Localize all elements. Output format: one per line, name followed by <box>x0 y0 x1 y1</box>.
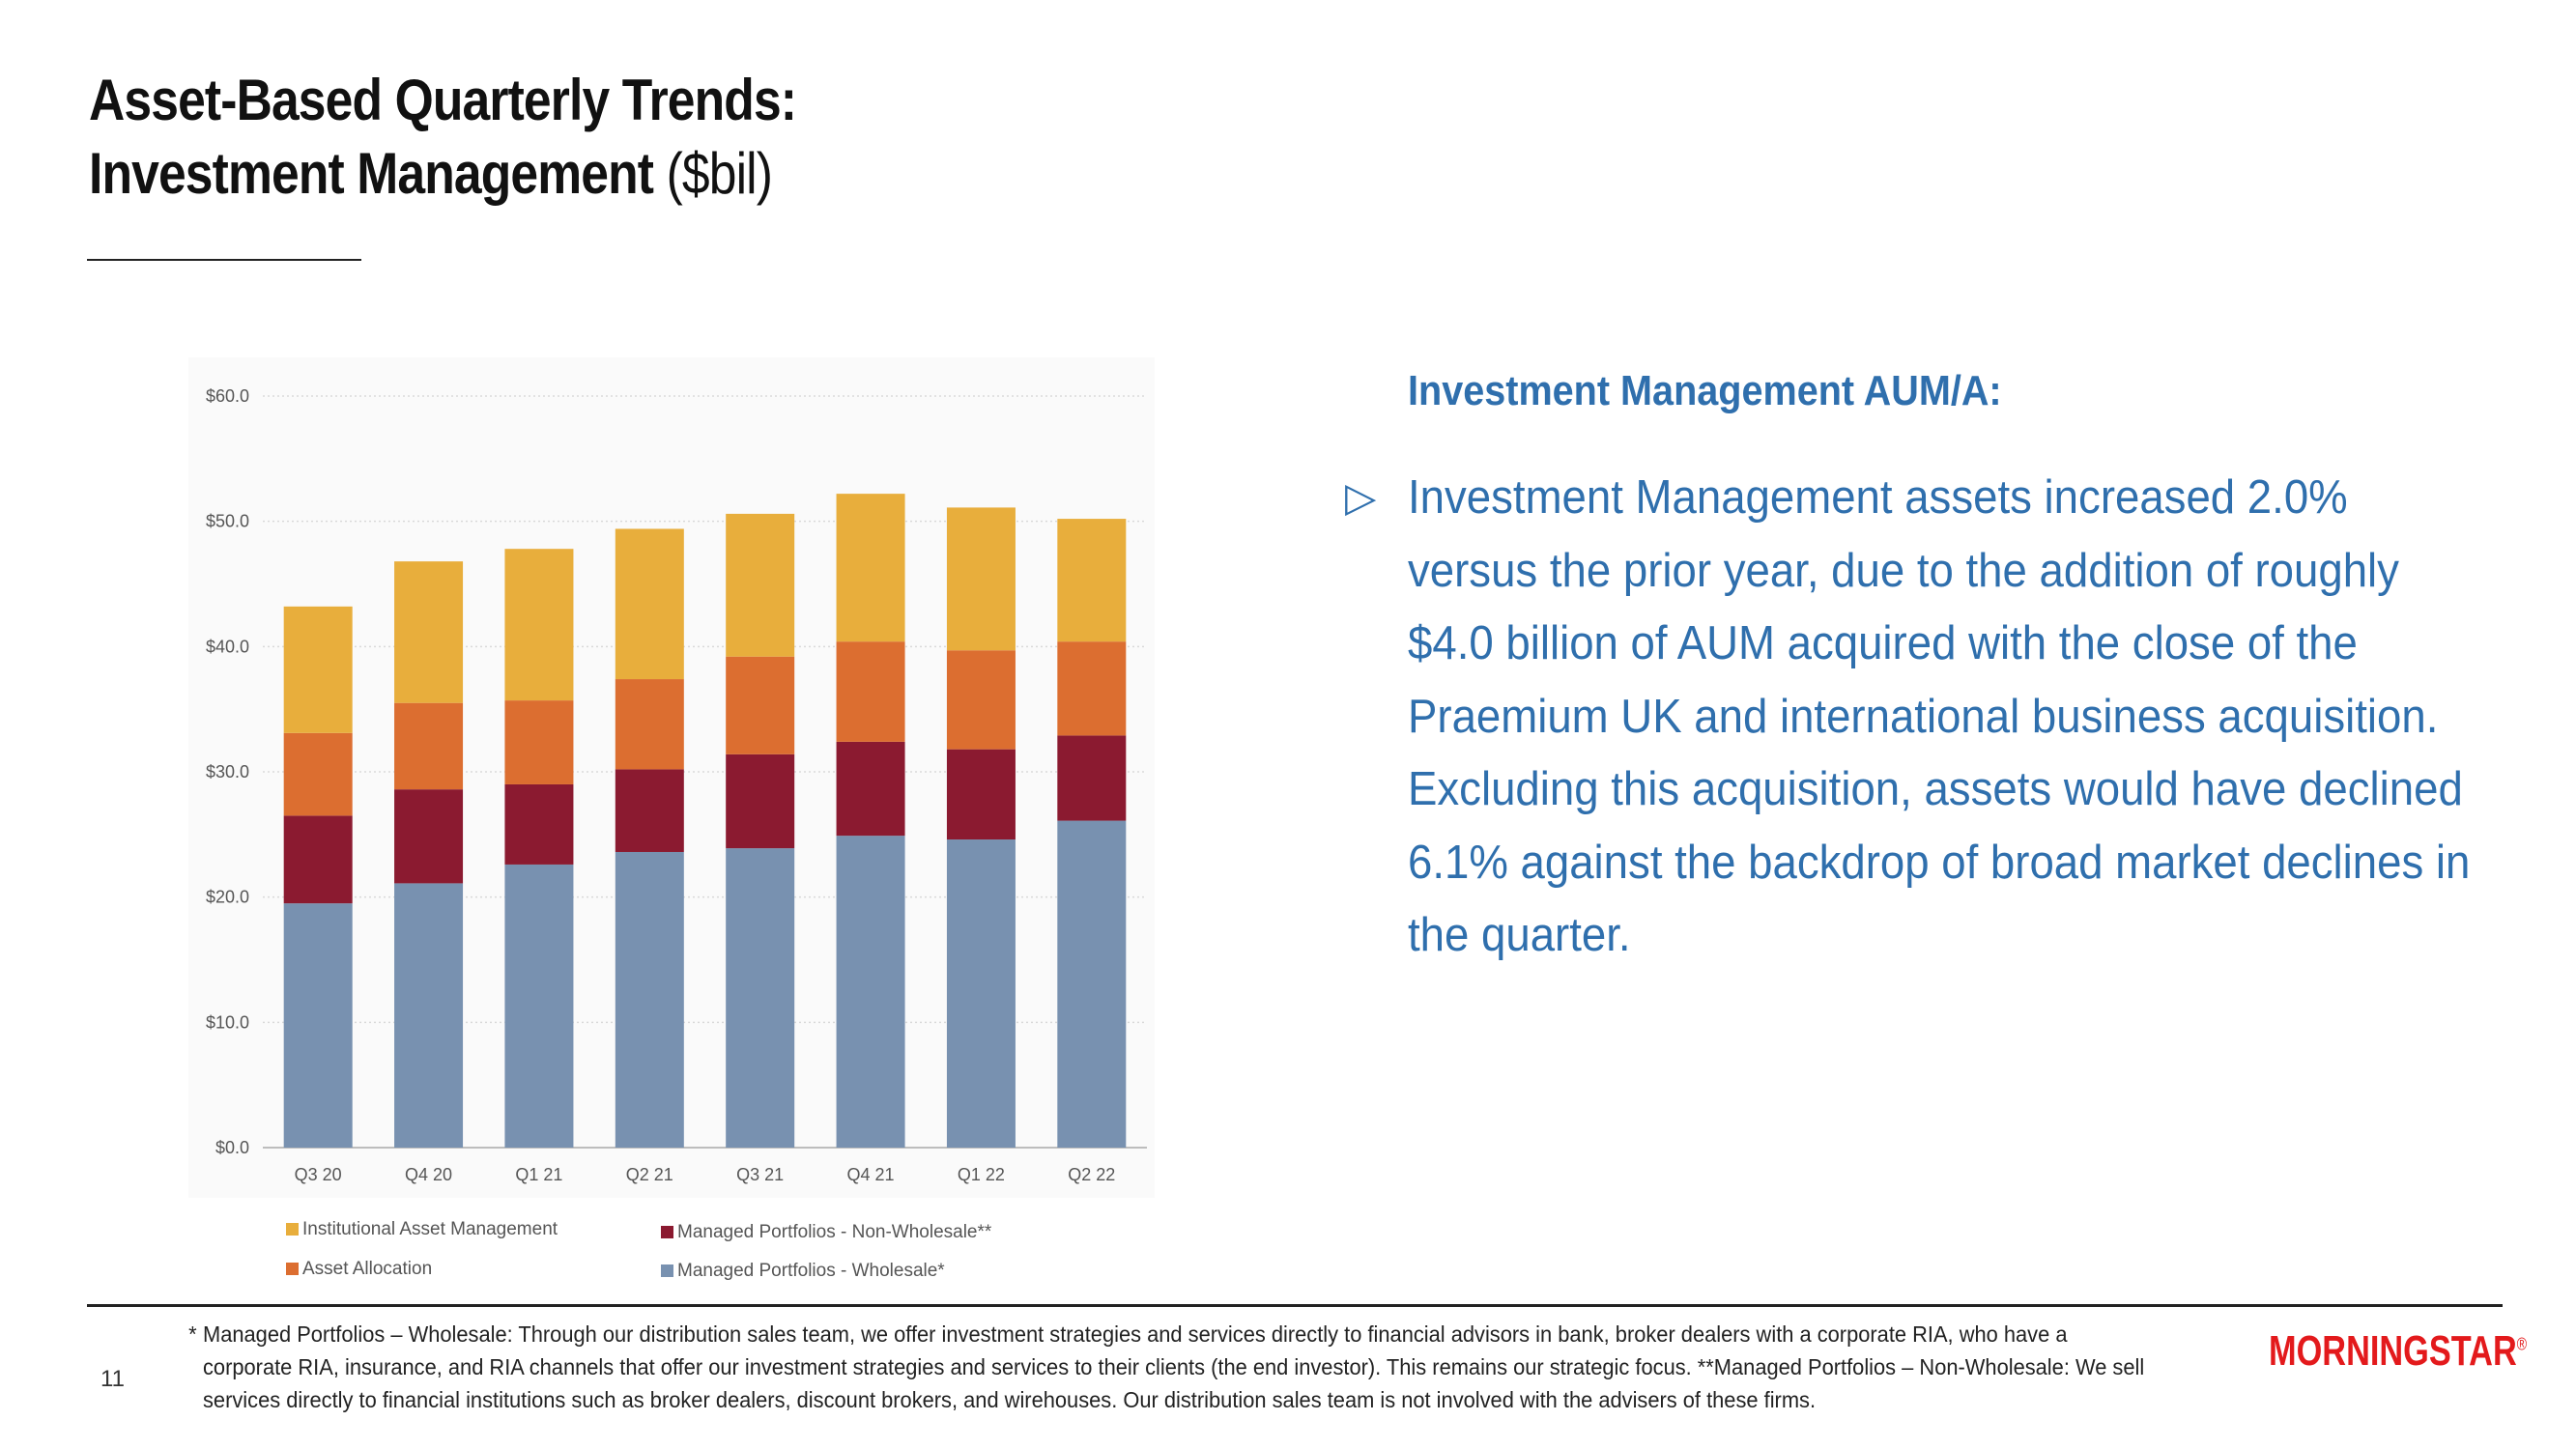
legend-swatch <box>661 1226 673 1238</box>
bar-segment <box>394 702 464 790</box>
bar-segment <box>283 606 353 733</box>
bar-segment <box>836 494 905 642</box>
bar-segment <box>283 815 353 904</box>
x-tick-label: Q3 20 <box>295 1165 342 1184</box>
bar-segment <box>615 851 684 1148</box>
legend-swatch <box>661 1264 673 1277</box>
bar-segment <box>504 864 574 1148</box>
legend-swatch <box>286 1223 299 1236</box>
page-number: 11 <box>100 1366 125 1392</box>
title-unit: ($bil) <box>666 141 773 206</box>
footer-divider <box>87 1304 2503 1307</box>
bar-segment <box>394 789 464 884</box>
registered-mark: ® <box>2516 1334 2528 1354</box>
bar-segment <box>394 883 464 1148</box>
bar-segment <box>504 783 574 865</box>
y-tick-label: $30.0 <box>206 762 249 781</box>
morningstar-logo: MORNINGSTAR® <box>2269 1327 2527 1376</box>
bar-segment <box>836 836 905 1148</box>
x-tick-label: Q2 22 <box>1068 1165 1115 1184</box>
bar-segment <box>615 528 684 680</box>
y-tick-label: $10.0 <box>206 1012 249 1032</box>
legend-item: Asset Allocation <box>286 1259 432 1280</box>
y-tick-label: $0.0 <box>215 1138 249 1157</box>
x-tick-label: Q2 21 <box>626 1165 673 1184</box>
legend-label: Managed Portfolios - Non-Wholesale** <box>677 1222 992 1242</box>
bar-segment <box>615 769 684 852</box>
bullet-arrow-icon: ▷ <box>1345 474 1377 520</box>
x-tick-label: Q4 20 <box>405 1165 452 1184</box>
commentary-bullet-text: Investment Management assets increased 2… <box>1408 471 2471 961</box>
footnote-marker: * <box>188 1321 197 1347</box>
bar-segment <box>726 848 795 1148</box>
footnote: * Managed Portfolios – Wholesale: Throug… <box>188 1318 2153 1416</box>
legend-label: Managed Portfolios - Wholesale* <box>677 1261 945 1281</box>
legend-swatch <box>286 1263 299 1275</box>
bar-segment <box>946 650 1016 750</box>
bar-segment <box>726 513 795 657</box>
bar-segment <box>946 507 1016 651</box>
bar-segment <box>394 561 464 703</box>
bar-segment <box>283 903 353 1148</box>
stacked-bar-chart: $0.0 $10.0 $20.0 $30.0 $40.0 $50.0 $60.0 Q3 20 Q… <box>205 386 1147 1184</box>
bar-segment <box>726 753 795 849</box>
legend-label: Institutional Asset Management <box>302 1219 558 1239</box>
x-tick-label: Q1 22 <box>958 1165 1005 1184</box>
y-tick-label: $40.0 <box>206 637 249 656</box>
footnote-text: Managed Portfolios – Wholesale: Through … <box>203 1321 2145 1412</box>
bar-segment <box>1057 735 1127 821</box>
x-tick-label: Q4 21 <box>847 1165 895 1184</box>
x-tick-label: Q3 21 <box>736 1165 784 1184</box>
legend-label: Asset Allocation <box>302 1259 433 1279</box>
bar-segment <box>504 700 574 784</box>
bar-segment <box>615 679 684 770</box>
legend-item: Institutional Asset Management <box>286 1219 558 1240</box>
bar-segment <box>1057 519 1127 642</box>
x-tick-label: Q1 21 <box>515 1165 562 1184</box>
page-title: Asset-Based Quarterly Trends: Investment… <box>89 64 797 211</box>
bar-segment <box>946 749 1016 840</box>
bar-segment <box>726 656 795 754</box>
title-line-2: Investment Management <box>89 141 654 206</box>
title-underline <box>87 259 361 261</box>
bar-segment <box>946 839 1016 1148</box>
bar-segment <box>1057 641 1127 736</box>
bar-segment <box>504 549 574 701</box>
legend-item: Managed Portfolios - Wholesale* <box>661 1261 945 1282</box>
chart-labels: $0.0 $10.0 $20.0 $30.0 $40.0 $50.0 $60.0 Q3 20 Q… <box>206 386 1115 1184</box>
y-tick-label: $50.0 <box>206 512 249 531</box>
y-tick-label: $20.0 <box>206 888 249 907</box>
title-line-1: Asset-Based Quarterly Trends: <box>89 68 797 132</box>
chart-bars <box>283 494 1127 1148</box>
commentary-heading: Investment Management AUM/A: <box>1408 367 2002 414</box>
bar-segment <box>836 741 905 837</box>
bar-segment <box>1057 820 1127 1148</box>
legend-item: Managed Portfolios - Non-Wholesale** <box>661 1222 991 1243</box>
logo-wordmark: MORNINGSTAR <box>2269 1327 2517 1375</box>
bar-segment <box>283 732 353 816</box>
bar-segment <box>836 641 905 742</box>
y-tick-label: $60.0 <box>206 386 249 406</box>
